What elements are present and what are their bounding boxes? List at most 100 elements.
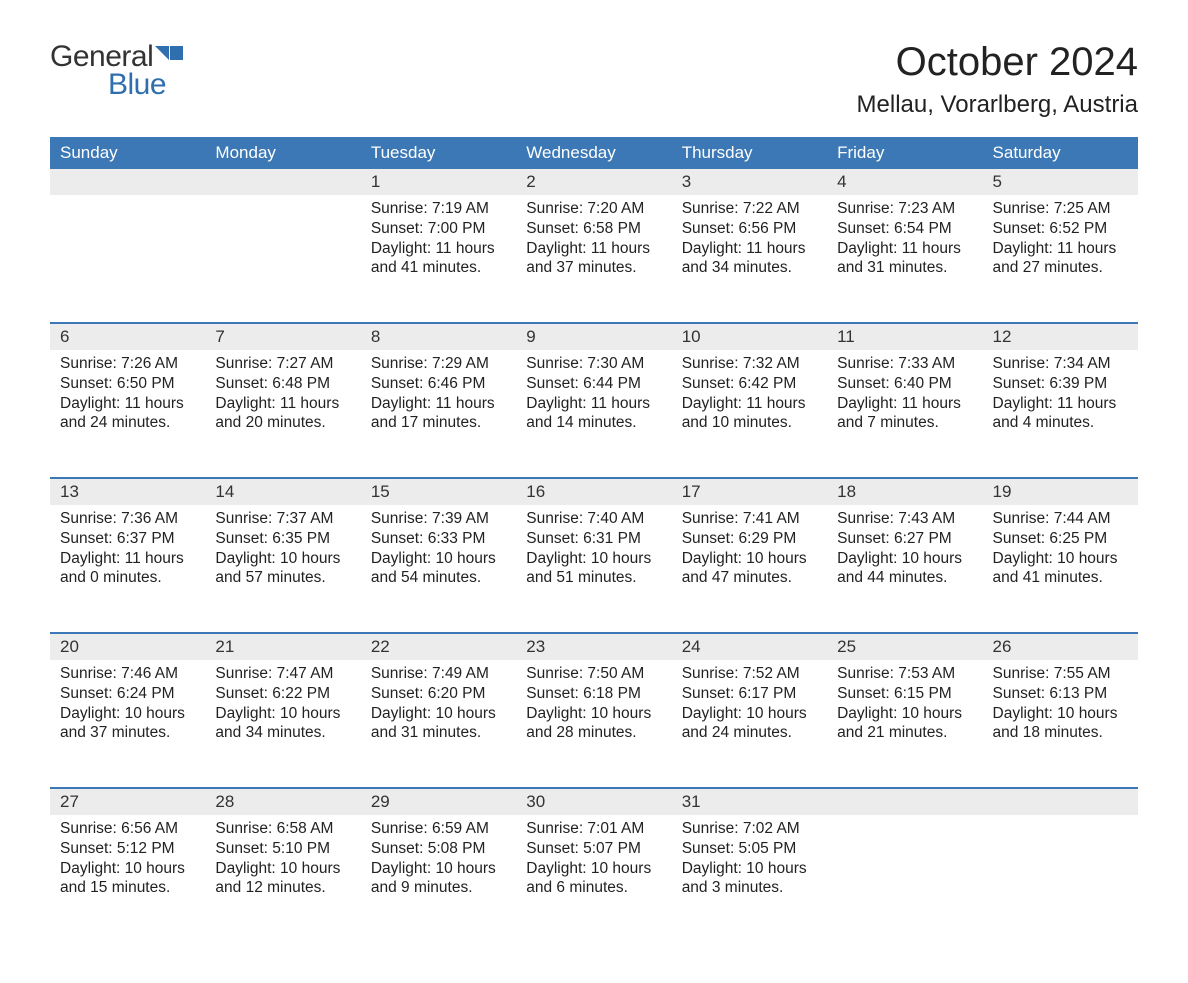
day-number-cell: 3 <box>672 169 827 195</box>
day-number-cell: 16 <box>516 478 671 505</box>
daylight-line: Daylight: 11 hours and 4 minutes. <box>993 394 1128 434</box>
day-number-cell: 20 <box>50 633 205 660</box>
day-number-row: 6789101112 <box>50 323 1138 350</box>
daylight-line: Daylight: 11 hours and 34 minutes. <box>682 239 817 279</box>
daylight-line: Daylight: 11 hours and 37 minutes. <box>526 239 661 279</box>
sunset-line: Sunset: 6:46 PM <box>371 374 506 394</box>
sunrise-line: Sunrise: 7:44 AM <box>993 509 1128 529</box>
sunset-line: Sunset: 6:42 PM <box>682 374 817 394</box>
sunrise-line: Sunrise: 6:56 AM <box>60 819 195 839</box>
day-number-cell: 29 <box>361 788 516 815</box>
sunrise-line: Sunrise: 7:49 AM <box>371 664 506 684</box>
day-number-cell: 25 <box>827 633 982 660</box>
sunset-line: Sunset: 5:12 PM <box>60 839 195 859</box>
column-header: Monday <box>205 137 360 169</box>
daylight-line: Daylight: 10 hours and 18 minutes. <box>993 704 1128 744</box>
day-content-cell: Sunrise: 7:52 AMSunset: 6:17 PMDaylight:… <box>672 660 827 788</box>
sunset-line: Sunset: 6:33 PM <box>371 529 506 549</box>
day-content-cell: Sunrise: 7:46 AMSunset: 6:24 PMDaylight:… <box>50 660 205 788</box>
daylight-line: Daylight: 11 hours and 41 minutes. <box>371 239 506 279</box>
day-content-cell: Sunrise: 7:36 AMSunset: 6:37 PMDaylight:… <box>50 505 205 633</box>
sunrise-line: Sunrise: 6:58 AM <box>215 819 350 839</box>
sunrise-line: Sunrise: 7:22 AM <box>682 199 817 219</box>
daylight-line: Daylight: 11 hours and 10 minutes. <box>682 394 817 434</box>
day-content-cell <box>50 195 205 323</box>
sunrise-line: Sunrise: 7:23 AM <box>837 199 972 219</box>
calendar-table: SundayMondayTuesdayWednesdayThursdayFrid… <box>50 137 1138 943</box>
sunset-line: Sunset: 6:58 PM <box>526 219 661 239</box>
day-content-cell: Sunrise: 7:29 AMSunset: 6:46 PMDaylight:… <box>361 350 516 478</box>
day-content-row: Sunrise: 7:46 AMSunset: 6:24 PMDaylight:… <box>50 660 1138 788</box>
day-content-cell: Sunrise: 7:39 AMSunset: 6:33 PMDaylight:… <box>361 505 516 633</box>
sunset-line: Sunset: 7:00 PM <box>371 219 506 239</box>
sunrise-line: Sunrise: 7:47 AM <box>215 664 350 684</box>
day-number-row: 12345 <box>50 169 1138 195</box>
sunset-line: Sunset: 6:22 PM <box>215 684 350 704</box>
sunrise-line: Sunrise: 7:37 AM <box>215 509 350 529</box>
sunrise-line: Sunrise: 7:52 AM <box>682 664 817 684</box>
day-number-cell: 10 <box>672 323 827 350</box>
day-content-cell: Sunrise: 7:20 AMSunset: 6:58 PMDaylight:… <box>516 195 671 323</box>
sunrise-line: Sunrise: 7:32 AM <box>682 354 817 374</box>
day-content-row: Sunrise: 7:26 AMSunset: 6:50 PM Daylight:… <box>50 350 1138 478</box>
day-number-cell: 6 <box>50 323 205 350</box>
column-header: Thursday <box>672 137 827 169</box>
day-content-cell: Sunrise: 7:26 AMSunset: 6:50 PMDaylight:… <box>50 350 205 478</box>
day-number-cell: 8 <box>361 323 516 350</box>
day-number-cell: 2 <box>516 169 671 195</box>
sunrise-line: Sunrise: 7:53 AM <box>837 664 972 684</box>
daylight-line: Daylight: 10 hours and 51 minutes. <box>526 549 661 589</box>
sunset-line: Sunset: 6:54 PM <box>837 219 972 239</box>
day-content-cell: Sunrise: 7:37 AMSunset: 6:35 PMDaylight:… <box>205 505 360 633</box>
day-number-row: 2728293031 <box>50 788 1138 815</box>
sunrise-line: Sunrise: 7:55 AM <box>993 664 1128 684</box>
day-number-cell: 12 <box>983 323 1138 350</box>
daylight-line: Daylight: 11 hours and 20 minutes. <box>215 394 350 434</box>
day-content-cell: Sunrise: 7:32 AMSunset: 6:42 PMDaylight:… <box>672 350 827 478</box>
daylight-line: Daylight: 10 hours and 3 minutes. <box>682 859 817 899</box>
day-content-cell: Sunrise: 7:25 AMSunset: 6:52 PMDaylight:… <box>983 195 1138 323</box>
sunset-line: Sunset: 6:31 PM <box>526 529 661 549</box>
day-content-cell <box>827 815 982 943</box>
daylight-line: Daylight: 11 hours and 14 minutes. <box>526 394 661 434</box>
daylight-line: Daylight: 10 hours and 15 minutes. <box>60 859 195 899</box>
day-number-cell: 28 <box>205 788 360 815</box>
column-header: Friday <box>827 137 982 169</box>
column-header: Wednesday <box>516 137 671 169</box>
sunrise-line: Sunrise: 7:30 AM <box>526 354 661 374</box>
daylight-line: Daylight: 11 hours and 31 minutes. <box>837 239 972 279</box>
day-content-cell: Sunrise: 7:47 AMSunset: 6:22 PMDaylight:… <box>205 660 360 788</box>
sunrise-line: Sunrise: 7:34 AM <box>993 354 1128 374</box>
day-content-cell: Sunrise: 7:44 AMSunset: 6:25 PMDaylight:… <box>983 505 1138 633</box>
day-content-cell: Sunrise: 6:56 AMSunset: 5:12 PMDaylight:… <box>50 815 205 943</box>
day-number-cell: 11 <box>827 323 982 350</box>
day-content-cell: Sunrise: 7:27 AMSunset: 6:48 PMDaylight:… <box>205 350 360 478</box>
day-number-cell: 7 <box>205 323 360 350</box>
sunset-line: Sunset: 6:35 PM <box>215 529 350 549</box>
day-number-cell: 13 <box>50 478 205 505</box>
daylight-line: Daylight: 10 hours and 12 minutes. <box>215 859 350 899</box>
day-content-cell: Sunrise: 6:59 AMSunset: 5:08 PMDaylight:… <box>361 815 516 943</box>
sunset-line: Sunset: 5:08 PM <box>371 839 506 859</box>
daylight-line: Daylight: 10 hours and 6 minutes. <box>526 859 661 899</box>
sunset-line: Sunset: 6:39 PM <box>993 374 1128 394</box>
day-number-cell: 4 <box>827 169 982 195</box>
sunset-line: Sunset: 6:50 PM <box>60 374 195 394</box>
sunrise-line: Sunrise: 7:01 AM <box>526 819 661 839</box>
day-content-cell: Sunrise: 7:41 AMSunset: 6:29 PMDaylight:… <box>672 505 827 633</box>
sunrise-line: Sunrise: 7:26 AM <box>60 354 195 374</box>
daylight-line: Daylight: 10 hours and 47 minutes. <box>682 549 817 589</box>
logo-text-blue: Blue <box>108 68 183 102</box>
month-title: October 2024 <box>857 40 1138 85</box>
daylight-line: Daylight: 10 hours and 44 minutes. <box>837 549 972 589</box>
day-content-row: Sunrise: 7:19 AMSunset: 7:00 PMDaylight:… <box>50 195 1138 323</box>
location: Mellau, Vorarlberg, Austria <box>857 91 1138 119</box>
day-number-row: 13141516171819 <box>50 478 1138 505</box>
day-content-cell <box>983 815 1138 943</box>
sunrise-line: Sunrise: 7:33 AM <box>837 354 972 374</box>
day-number-cell: 30 <box>516 788 671 815</box>
day-content-cell <box>205 195 360 323</box>
sunrise-line: Sunrise: 7:39 AM <box>371 509 506 529</box>
day-number-cell: 19 <box>983 478 1138 505</box>
column-header: Sunday <box>50 137 205 169</box>
